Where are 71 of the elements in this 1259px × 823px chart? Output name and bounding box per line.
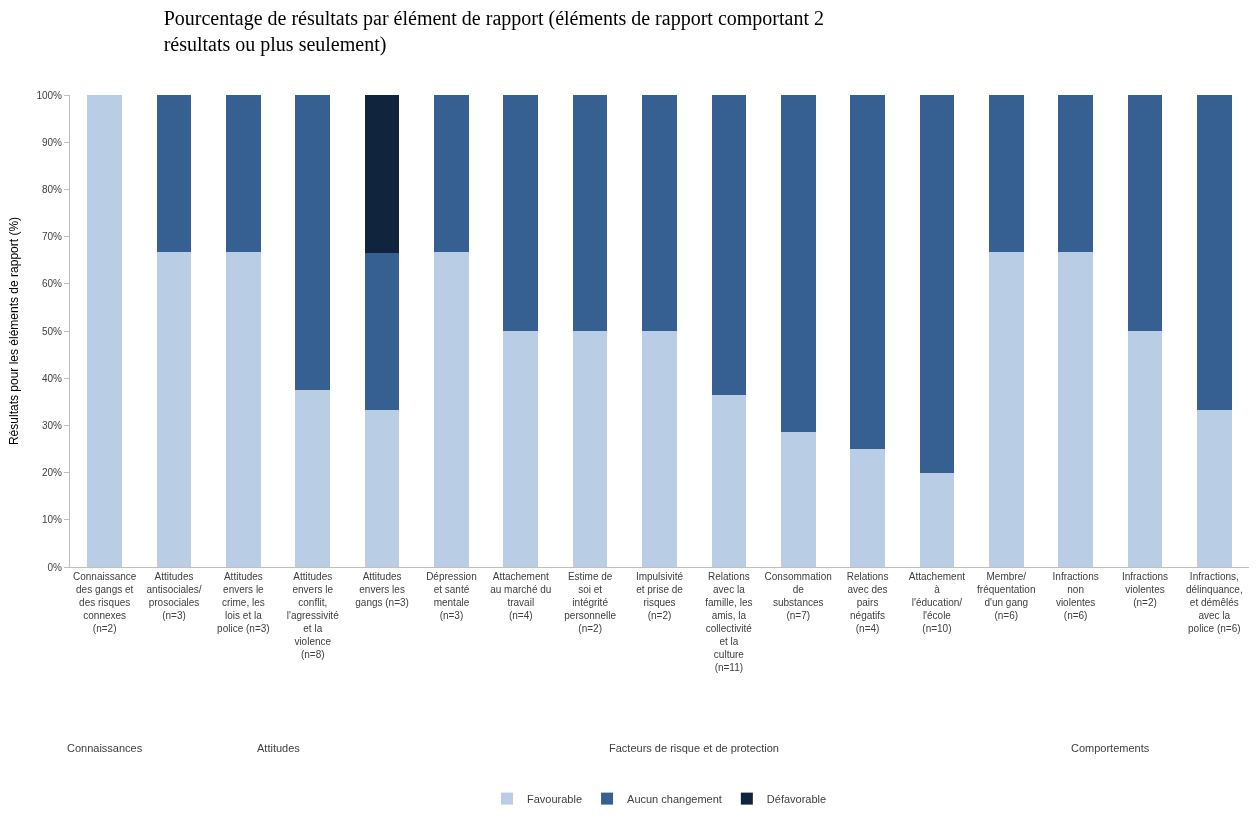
bar bbox=[226, 252, 261, 567]
bar bbox=[1127, 95, 1163, 331]
x-tick-label: Consommation de substances (n=7) bbox=[764, 571, 832, 621]
bar bbox=[642, 95, 677, 331]
y-tick-label: 40% bbox=[41, 372, 63, 384]
bar bbox=[503, 95, 539, 331]
bar bbox=[988, 95, 1024, 253]
x-tick-label: Infractions violentes (n=2) bbox=[1121, 571, 1169, 608]
bar bbox=[919, 472, 955, 567]
x-tick-label: Attitudes envers les gangs (n=3) bbox=[355, 571, 409, 608]
x-tick-label: Attitudes envers le conflit, l'agressivité et la violence (n=8) bbox=[286, 571, 340, 660]
legend-label: Aucun changement bbox=[627, 792, 722, 805]
legend-label: Favourable bbox=[527, 792, 583, 805]
bar bbox=[364, 409, 400, 567]
x-tick-label: Attachement à l'éducation/ l'école (n=10) bbox=[908, 571, 966, 634]
bar bbox=[850, 95, 885, 449]
bar bbox=[1058, 95, 1093, 253]
bar bbox=[642, 331, 677, 567]
bar bbox=[1196, 409, 1232, 567]
y-tick-label: 80% bbox=[41, 183, 63, 195]
bar bbox=[503, 331, 539, 567]
text: Attitudes bbox=[257, 742, 301, 754]
x-tick-label: Relations avec des pairs négatifs (n=4) bbox=[846, 571, 889, 634]
text: Comportements bbox=[1071, 742, 1150, 754]
bar bbox=[1058, 252, 1093, 567]
legend-label: Défavorable bbox=[766, 792, 827, 805]
bar bbox=[226, 95, 261, 253]
x-tick-label: Attitudes antisociales/ prosociales (n=3) bbox=[146, 571, 202, 621]
bar bbox=[87, 95, 123, 567]
bar bbox=[364, 252, 400, 410]
bar bbox=[295, 95, 331, 390]
y-tick-label: 50% bbox=[41, 325, 63, 337]
bar bbox=[850, 449, 885, 567]
text: Connaissances bbox=[67, 742, 143, 754]
y-tick-label: 30% bbox=[41, 419, 63, 431]
x-tick-label: Membre/ fréquentation d'un gang (n=6) bbox=[977, 571, 1036, 621]
y-tick-label: 60% bbox=[41, 278, 63, 290]
bar bbox=[780, 432, 816, 567]
bar bbox=[711, 95, 747, 396]
x-tick-label: Attachement au marché du travail (n=4) bbox=[490, 571, 552, 621]
x-tick-label: Estime de soi et intégrité personnelle (n=2) bbox=[564, 571, 617, 634]
bar bbox=[295, 390, 331, 567]
x-tick-label: Infractions, délinquance, et démêlés avec la police (n=6) bbox=[1185, 571, 1243, 634]
bar bbox=[1127, 331, 1163, 567]
bar bbox=[572, 95, 608, 331]
y-tick-label: 10% bbox=[41, 514, 63, 526]
y-tick-label: 90% bbox=[41, 136, 63, 148]
x-tick-label: Impulsivité et prise de risques (n=2) bbox=[635, 571, 684, 621]
bar bbox=[434, 95, 469, 253]
x-tick-label: Connaissance des gangs et des risques connexes (n=2) bbox=[72, 571, 137, 634]
bar bbox=[156, 95, 192, 253]
y-tick-label: 20% bbox=[41, 467, 63, 479]
x-tick-label: Relations avec la famille, les amis, la collectivité et la culture (n=11) bbox=[705, 571, 753, 673]
x-tick-label: Attitudes envers le crime, les lois et la police (n=3) bbox=[217, 571, 270, 634]
bar bbox=[1196, 95, 1232, 410]
y-tick-label: 70% bbox=[41, 231, 63, 243]
bar bbox=[919, 95, 955, 473]
y-axis-title: Résultats pour les éléments de rapport (%) bbox=[6, 216, 21, 446]
bar bbox=[988, 252, 1024, 567]
x-tick-label: Dépression et santé mentale (n=3) bbox=[426, 571, 477, 621]
bar bbox=[434, 252, 469, 567]
y-tick-label: 100% bbox=[36, 89, 63, 101]
bar bbox=[156, 252, 192, 567]
y-tick-label: 0% bbox=[47, 561, 63, 573]
text: Facteurs de risque et de protection bbox=[609, 742, 779, 754]
bar bbox=[364, 95, 400, 253]
bar bbox=[572, 331, 608, 567]
bar bbox=[780, 95, 816, 433]
chart-title: Pourcentage de résultats par élément de rapport (éléments de rapport comportant 2 résultats ou plus seulement) bbox=[163, 6, 824, 56]
x-tick-label: Infractions non violentes (n=6) bbox=[1052, 571, 1099, 621]
bar bbox=[711, 395, 747, 567]
